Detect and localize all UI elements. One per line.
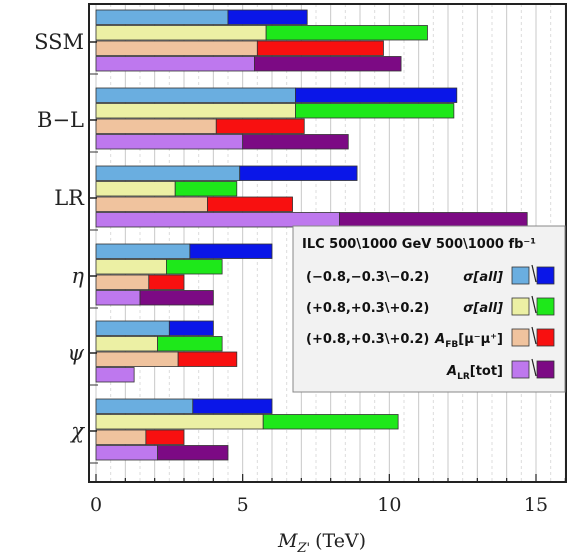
x-tick-label: 15	[524, 494, 548, 516]
bar-1000gev	[227, 9, 308, 25]
x-axis-label: MZ' (TeV)	[277, 530, 366, 553]
legend-separator	[531, 358, 537, 377]
legend-row-observable: σ[all]	[463, 301, 503, 316]
bar-1000gev	[174, 181, 238, 197]
bar-500gev	[95, 274, 150, 290]
bar-500gev	[95, 243, 191, 259]
bar-500gev	[95, 165, 241, 181]
bar-500gev	[95, 290, 141, 306]
legend-separator	[531, 326, 537, 345]
bar-500gev	[95, 103, 296, 119]
bar-1000gev	[295, 87, 458, 103]
legend-swatch-1000	[536, 328, 555, 347]
bar-500gev	[95, 196, 208, 212]
bar-500gev	[95, 181, 176, 197]
bar-1000gev	[165, 259, 223, 275]
bar-1000gev	[242, 134, 349, 150]
bar-500gev	[95, 367, 135, 383]
legend-swatch-500	[511, 266, 530, 285]
bar-500gev	[95, 134, 244, 150]
bar-500gev	[95, 398, 194, 414]
bar-500gev	[95, 336, 158, 352]
legend-swatch-1000	[536, 266, 555, 285]
bar-500gev	[95, 56, 255, 72]
legend-swatch-500	[511, 297, 530, 316]
category-label: η	[71, 264, 84, 288]
bar-1000gev	[189, 243, 273, 259]
x-tick-labels: 0 5 10 15	[90, 494, 548, 516]
bar-500gev	[95, 9, 229, 25]
bar-500gev	[95, 40, 258, 56]
legend-row-polarization: (+0.8,+0.3\+0.2)	[306, 301, 429, 316]
bar-1000gev	[256, 40, 384, 56]
bar-500gev	[95, 320, 170, 336]
legend-swatch-500	[511, 328, 530, 347]
bar-1000gev	[265, 25, 428, 41]
bar-1000gev	[148, 274, 185, 290]
legend-swatch-1000	[536, 360, 555, 379]
bar-500gev	[95, 118, 217, 134]
bar-1000gev	[177, 351, 238, 367]
bar-1000gev	[139, 290, 214, 306]
bar-1000gev	[339, 212, 528, 228]
bar-1000gev	[145, 429, 185, 445]
bar-500gev	[95, 414, 264, 430]
bar-1000gev	[192, 398, 273, 414]
bar-500gev	[95, 87, 296, 103]
bar-1000gev	[239, 165, 358, 181]
category-label: SSM	[34, 30, 84, 54]
x-tick-label: 0	[90, 494, 102, 516]
plot-border	[88, 3, 567, 483]
bar-500gev	[95, 212, 340, 228]
x-tick-label: 10	[377, 494, 401, 516]
bar-1000gev	[157, 336, 223, 352]
bar-1000gev	[253, 56, 402, 72]
bar-1000gev	[168, 320, 214, 336]
category-label: B−L	[37, 108, 84, 132]
category-label: ψ	[68, 341, 85, 365]
bar-1000gev	[262, 414, 399, 430]
bars	[89, 9, 528, 464]
x-tick-label: 5	[237, 494, 249, 516]
legend-swatch-1000	[536, 297, 555, 316]
bar-1000gev	[215, 118, 305, 134]
category-labels: SSM B−L LR η ψ χ	[34, 30, 85, 443]
category-label: χ	[69, 419, 85, 443]
category-label: LR	[54, 186, 85, 210]
bar-500gev	[95, 259, 167, 275]
bar-1000gev	[207, 196, 293, 212]
legend-row-polarization: (−0.8,−0.3\−0.2)	[306, 270, 429, 285]
legend-row-polarization: (+0.8,+0.3\+0.2)	[306, 332, 429, 347]
legend-separator	[531, 295, 537, 314]
legend: ILC 500\1000 GeV 500\1000 fb⁻¹ (−0.8,−0.3…	[292, 225, 566, 393]
legend-separator	[531, 264, 537, 283]
bar-1000gev	[295, 103, 455, 119]
legend-row-observable: AFB[μ⁻μ⁺]	[434, 332, 503, 350]
bar-500gev	[95, 429, 147, 445]
plot-frame	[88, 3, 567, 483]
bar-500gev	[95, 25, 267, 41]
legend-row-observable: σ[all]	[463, 270, 503, 285]
bar-1000gev	[157, 445, 229, 461]
bar-500gev	[95, 351, 179, 367]
legend-row-observable: ALR[tot]	[446, 364, 503, 382]
bar-500gev	[95, 445, 158, 461]
legend-swatch-500	[511, 360, 530, 379]
legend-title: ILC 500\1000 GeV 500\1000 fb⁻¹	[302, 237, 536, 252]
